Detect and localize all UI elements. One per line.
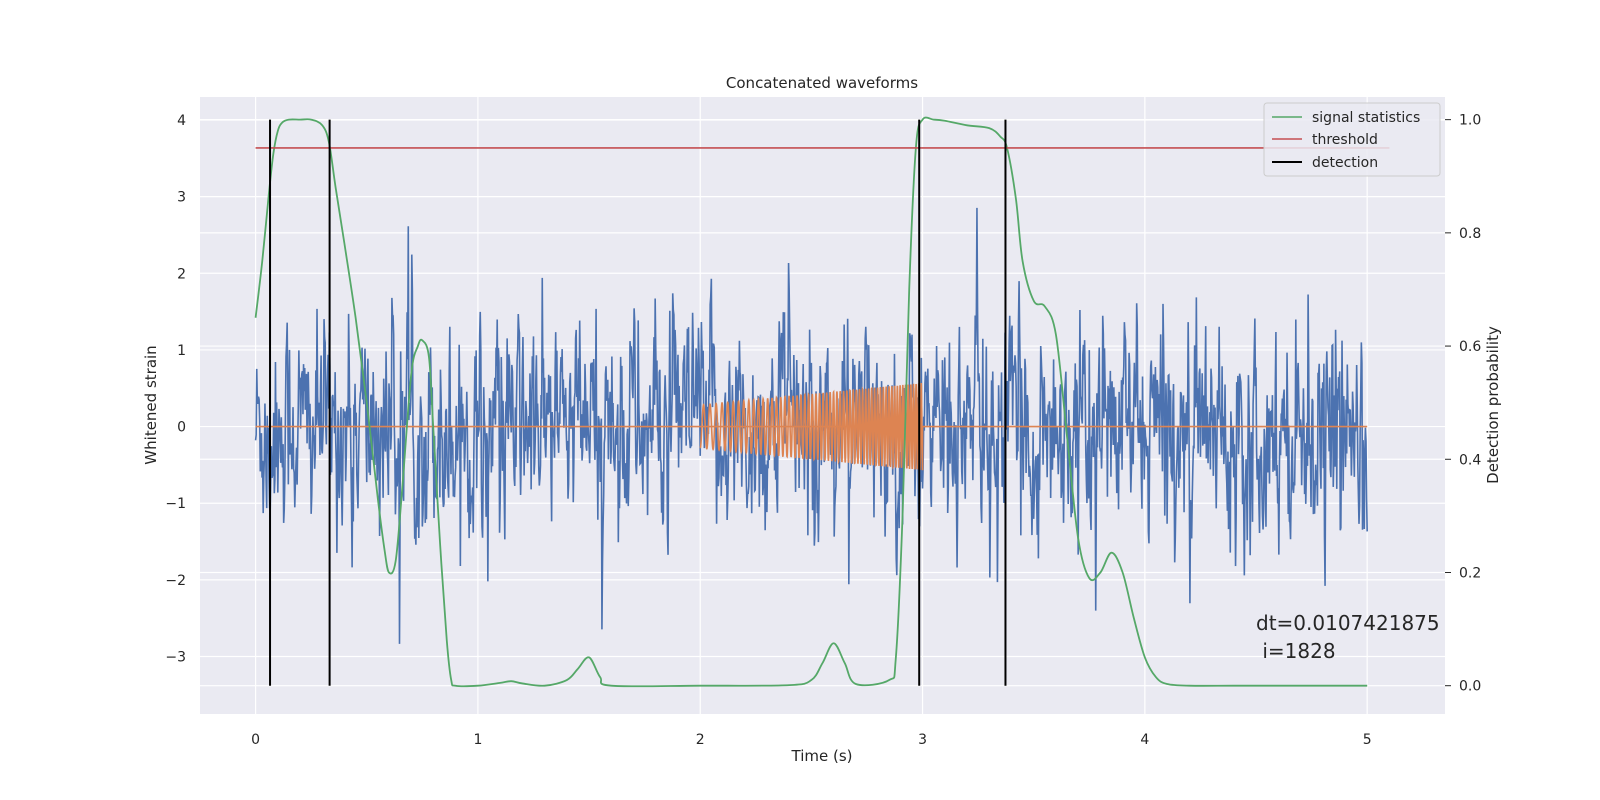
legend-label-threshold: threshold xyxy=(1312,132,1378,148)
chart-title: Concatenated waveforms xyxy=(726,74,918,92)
y-left-tick-label: −1 xyxy=(165,496,186,512)
noise-waveform xyxy=(254,207,1368,644)
x-tick-label: 1 xyxy=(473,732,482,748)
x-tick-label: 5 xyxy=(1363,732,1372,748)
y-left-axis-ticks: −3 −2 −1 0 1 2 3 4 xyxy=(165,113,186,666)
plot-series xyxy=(254,207,1368,644)
y-right-tick-label: 1.0 xyxy=(1459,113,1481,129)
y-right-axis-ticks: 0.0 0.2 0.4 0.6 0.8 1.0 xyxy=(1445,113,1481,695)
y-right-tick-label: 0.4 xyxy=(1459,452,1481,468)
legend-label-detection: detection xyxy=(1312,155,1378,171)
y-right-axis-label: Detection probability xyxy=(1484,326,1502,484)
legend-box xyxy=(1263,102,1441,177)
y-left-tick-label: 2 xyxy=(177,266,186,282)
x-tick-label: 3 xyxy=(918,732,927,748)
x-tick-label: 4 xyxy=(1140,732,1149,748)
legend: signal statistics threshold detection xyxy=(1263,102,1441,177)
annotation-dt: dt=0.0107421875 xyxy=(1256,611,1440,635)
x-tick-label: 2 xyxy=(696,732,705,748)
annotation: dt=0.0107421875 i=1828 xyxy=(1256,611,1440,663)
y-left-tick-label: 1 xyxy=(177,343,186,359)
signal-statistics-line xyxy=(254,116,1368,688)
y-right-tick-label: 0.2 xyxy=(1459,565,1481,581)
x-tick-label: 0 xyxy=(251,732,260,748)
injected-chirp xyxy=(699,382,924,471)
y-left-tick-label: 4 xyxy=(177,113,186,129)
y-left-tick-label: 3 xyxy=(177,190,186,206)
detection-series xyxy=(254,116,1390,688)
y-left-axis-label: Whitened strain xyxy=(142,345,160,464)
y-right-tick-label: 0.6 xyxy=(1459,339,1481,355)
y-left-tick-label: −2 xyxy=(165,573,186,589)
x-axis-label: Time (s) xyxy=(791,747,853,765)
y-left-tick-label: 0 xyxy=(177,420,186,436)
y-right-tick-label: 0.8 xyxy=(1459,226,1481,242)
x-axis-ticks: 0 1 2 3 4 5 xyxy=(251,732,1372,748)
y-left-tick-label: −3 xyxy=(165,650,186,666)
annotation-index: i=1828 xyxy=(1256,639,1336,663)
legend-label-signal-statistics: signal statistics xyxy=(1312,110,1420,126)
y-right-tick-label: 0.0 xyxy=(1459,679,1481,695)
